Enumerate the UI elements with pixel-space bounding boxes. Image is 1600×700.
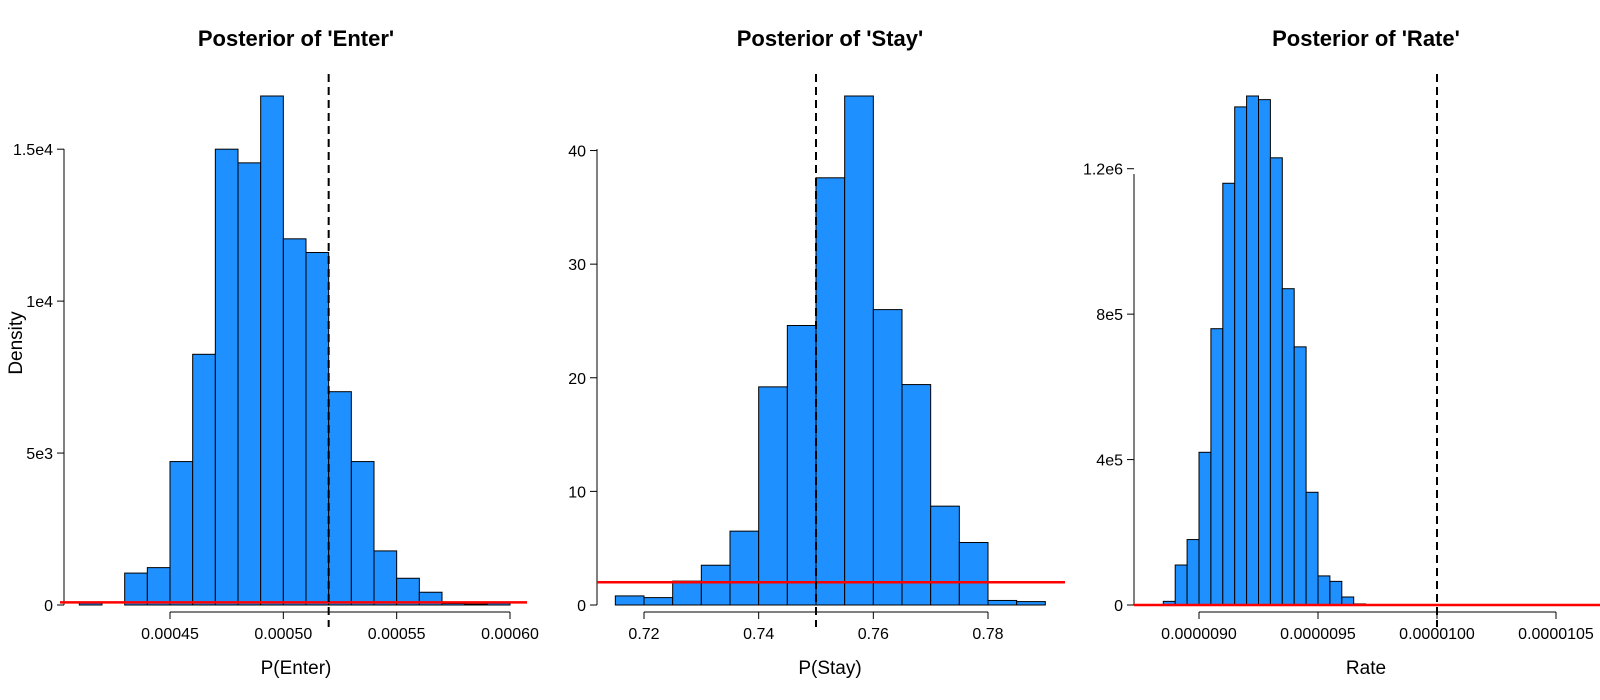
histogram-bar bbox=[1269, 157, 1283, 606]
histogram-bar bbox=[1246, 95, 1259, 606]
chart-title: Posterior of 'Stay' bbox=[737, 26, 924, 51]
histogram-bar bbox=[1281, 288, 1295, 606]
x-axis: 0.0000090 0.0000095 0.0000100 0.0000105 bbox=[1161, 611, 1594, 643]
histogram-bar bbox=[700, 564, 731, 606]
panel-enter: Posterior of 'Enter' P(Enter) Density 0.… bbox=[6, 26, 539, 679]
histogram-bar bbox=[1222, 182, 1236, 606]
y-tick-label: 30 bbox=[568, 257, 586, 274]
histogram-bar bbox=[1293, 346, 1307, 606]
x-tick-label: 0.0000100 bbox=[1399, 626, 1475, 643]
histogram-bar bbox=[672, 580, 702, 606]
histogram-bar bbox=[930, 505, 960, 606]
y-axis: 0 5e3 1e4 1.5e4 bbox=[13, 142, 65, 615]
histogram-bar bbox=[396, 577, 420, 606]
y-tick-label: 4e5 bbox=[1096, 453, 1123, 470]
bars-group bbox=[614, 95, 1046, 606]
histogram-bar bbox=[1016, 601, 1046, 606]
histogram-bar bbox=[1198, 451, 1212, 606]
y-tick-label: 0 bbox=[44, 598, 53, 615]
x-axis-label: P(Enter) bbox=[261, 658, 332, 679]
x-tick-label: 0.00055 bbox=[368, 626, 426, 643]
x-tick-label: 0.78 bbox=[972, 626, 1003, 643]
y-axis-label: Density bbox=[6, 311, 27, 375]
histogram-bar bbox=[729, 530, 760, 606]
histogram-bar bbox=[1210, 328, 1224, 606]
histogram-bar bbox=[237, 162, 262, 606]
histogram-bar bbox=[373, 550, 398, 606]
panel-rate: Posterior of 'Rate' Rate 0.0000090 0.0000… bbox=[1083, 26, 1600, 679]
histogram-bar bbox=[1234, 106, 1248, 606]
histogram-bar bbox=[1329, 580, 1343, 606]
histogram-bar bbox=[282, 238, 307, 606]
x-tick-label: 0.00045 bbox=[141, 626, 199, 643]
y-tick-label: 1.2e6 bbox=[1083, 162, 1123, 179]
histogram-bar bbox=[305, 252, 330, 606]
x-tick-label: 0.00050 bbox=[254, 626, 312, 643]
x-tick-label: 0.72 bbox=[628, 626, 659, 643]
x-axis-label: P(Stay) bbox=[798, 658, 861, 679]
histogram-bar bbox=[192, 353, 216, 606]
y-tick-label: 1e4 bbox=[26, 294, 53, 311]
histogram-bar bbox=[758, 386, 788, 606]
chart-title: Posterior of 'Enter' bbox=[198, 26, 394, 51]
y-axis: 0 10 20 30 40 bbox=[568, 144, 598, 615]
bars-group bbox=[78, 95, 511, 606]
overlay-lines bbox=[597, 74, 1065, 627]
histogram-bar bbox=[146, 567, 171, 606]
histogram-bar bbox=[614, 595, 645, 606]
overlay-lines bbox=[1134, 74, 1600, 627]
histogram-bar bbox=[643, 597, 674, 606]
y-tick-label: 20 bbox=[568, 371, 586, 388]
histogram-bar bbox=[260, 95, 284, 606]
x-axis: 0.00045 0.00050 0.00055 0.00060 bbox=[141, 611, 539, 643]
histogram-bar bbox=[1258, 99, 1271, 606]
histogram-bar bbox=[1174, 564, 1188, 606]
histogram-bar bbox=[169, 461, 194, 606]
histogram-bar bbox=[441, 602, 466, 606]
y-axis: 0 4e5 8e5 1.2e6 bbox=[1083, 162, 1135, 615]
histogram-bar bbox=[328, 391, 352, 606]
histogram-bar bbox=[124, 572, 148, 606]
chart-title: Posterior of 'Rate' bbox=[1272, 26, 1460, 51]
x-tick-label: 0.00060 bbox=[481, 626, 539, 643]
histogram-bar bbox=[214, 148, 239, 606]
histogram-bar bbox=[987, 599, 1018, 606]
histogram-bar bbox=[1317, 575, 1331, 606]
histogram-bar bbox=[901, 384, 932, 606]
y-tick-label: 0 bbox=[1114, 598, 1123, 615]
panel-stay: Posterior of 'Stay' P(Stay) 0.72 0.74 0.76… bbox=[568, 26, 1065, 679]
y-tick-label: 40 bbox=[568, 144, 586, 161]
y-tick-label: 0 bbox=[577, 598, 586, 615]
histogram-bar bbox=[844, 95, 874, 606]
histogram-bar bbox=[958, 542, 989, 606]
x-axis-label: Rate bbox=[1346, 658, 1386, 679]
histogram-bar bbox=[350, 461, 375, 606]
y-tick-label: 1.5e4 bbox=[13, 142, 53, 159]
histogram-bar bbox=[464, 603, 488, 606]
x-tick-label: 0.76 bbox=[858, 626, 889, 643]
x-tick-label: 0.74 bbox=[743, 626, 774, 643]
x-tick-label: 0.0000105 bbox=[1518, 626, 1594, 643]
x-tick-label: 0.0000095 bbox=[1280, 626, 1356, 643]
x-tick-label: 0.0000090 bbox=[1161, 626, 1237, 643]
y-tick-label: 5e3 bbox=[26, 446, 53, 463]
histogram-bar bbox=[786, 325, 817, 606]
x-axis: 0.72 0.74 0.76 0.78 bbox=[628, 611, 1004, 643]
y-tick-label: 8e5 bbox=[1096, 307, 1123, 324]
histogram-bar bbox=[872, 309, 903, 606]
histogram-bar bbox=[1305, 491, 1319, 606]
histogram-bar bbox=[1186, 539, 1200, 606]
overlay-lines bbox=[60, 74, 527, 627]
y-tick-label: 10 bbox=[568, 484, 586, 501]
histogram-bar bbox=[815, 177, 846, 606]
